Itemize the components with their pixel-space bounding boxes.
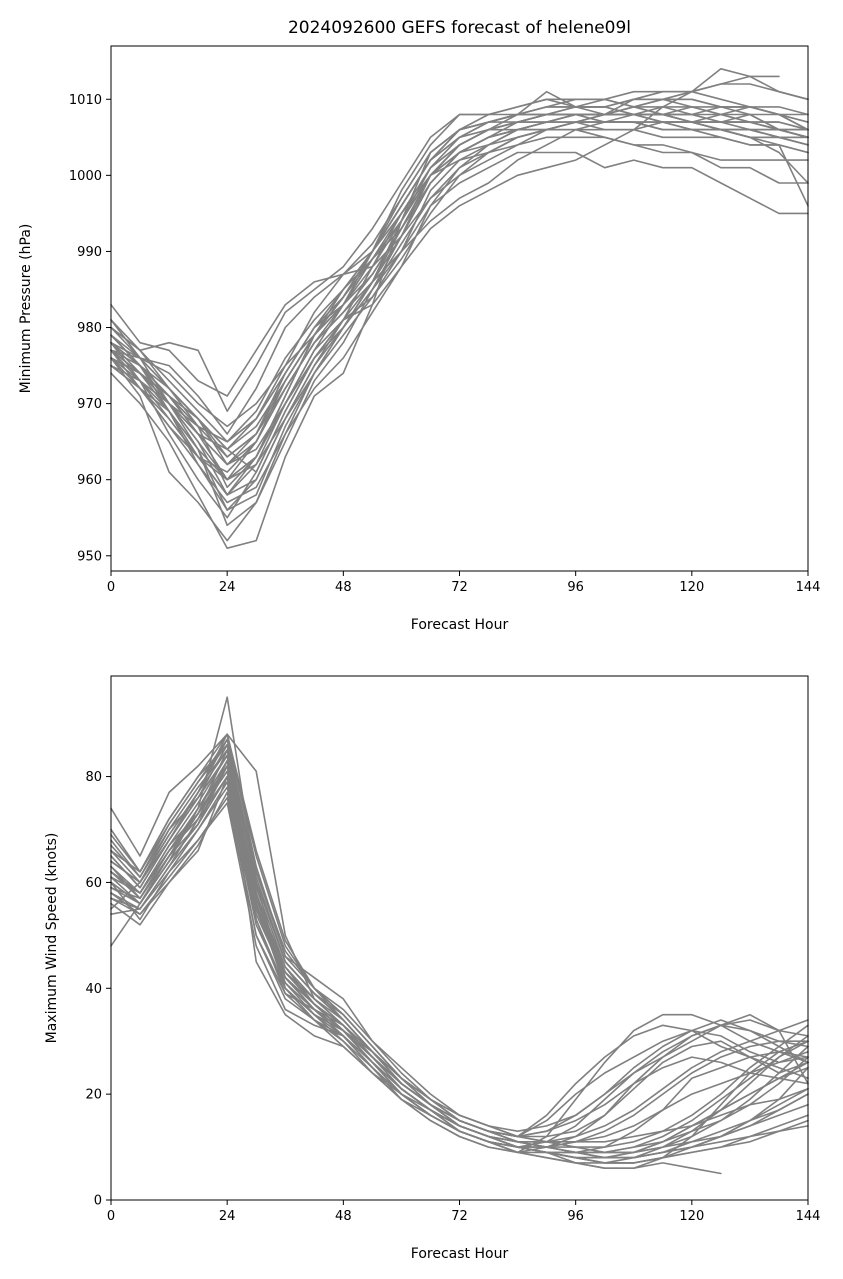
pressure-series-line-31 [110,106,809,451]
pressure-x-tick-label: 144 [796,580,821,595]
pressure-y-tick-label: 960 [77,473,102,488]
wind-series-line-30 [110,759,722,1175]
pressure-y-axis-label: Minimum Pressure (hPa) [18,224,34,394]
wind-series-line-12 [110,759,809,1154]
wind-series-line-28 [110,796,809,1148]
wind-y-axis-label: Maximum Wind Speed (knots) [44,833,60,1044]
wind-x-tick-label: 24 [219,1209,236,1224]
pressure-series-line-6 [110,121,809,542]
pressure-x-tick-label: 72 [451,580,468,595]
wind-series-line-19 [110,749,809,1159]
pressure-y-tick-label: 990 [77,245,102,260]
pressure-series-line-22 [110,113,809,489]
wind-series-line-14 [110,781,809,1164]
pressure-series-line-19 [110,113,809,443]
pressure-series-line-11 [110,151,809,473]
wind-series-line-10 [110,802,809,1148]
wind-x-axis-label: Forecast Hour [411,1246,509,1262]
wind-x-tick-label: 48 [335,1209,352,1224]
pressure-y-tick-label: 1010 [69,93,102,108]
wind-series-line-16 [110,791,809,1159]
wind-y-tick-label: 80 [85,770,102,785]
wind-series-line-27 [110,749,809,1159]
wind-x-tick-label: 72 [451,1209,468,1224]
wind-series-line-24 [110,775,809,1154]
pressure-x-tick-label: 48 [335,580,352,595]
pressure-series-line-25 [110,106,809,496]
pressure-y-tick-label: 970 [77,397,102,412]
wind-y-tick-label: 20 [85,1088,102,1103]
pressure-series-line-16 [110,113,809,428]
wind-series-line-25 [110,733,809,1159]
wind-x-tick-label: 0 [107,1209,115,1224]
pressure-series-line-21 [110,121,809,458]
pressure-series-line-29 [110,75,780,481]
wind-series-line-26 [110,765,809,1154]
pressure-panel: 2024092600 GEFS forecast of helene09l 0 2… [18,18,820,633]
wind-ticks: 0 24 48 72 96 120 144 0 20 40 60 80 [85,770,820,1224]
wind-series-line-7 [110,775,809,1138]
wind-panel: 0 24 48 72 96 120 144 0 20 40 60 80 Forecast Hour M… [44,675,820,1262]
wind-x-tick-label: 96 [567,1209,584,1224]
pressure-series-group [110,68,809,549]
wind-series-line-18 [110,765,809,1138]
pressure-x-axis-label: Forecast Hour [411,617,509,633]
wind-series-line-4 [110,786,809,1148]
pressure-series-line-3 [110,113,809,458]
wind-y-tick-label: 60 [85,876,102,891]
wind-series-line-11 [110,775,809,1159]
pressure-y-tick-label: 950 [77,549,102,564]
pressure-y-tick-label: 980 [77,321,102,336]
pressure-y-tick-label: 1000 [69,169,102,184]
pressure-x-tick-label: 0 [107,580,115,595]
pressure-series-line-26 [110,106,809,443]
wind-series-group [110,696,809,1175]
wind-series-line-20 [110,770,809,1164]
wind-x-tick-label: 120 [679,1209,704,1224]
chart-title: 2024092600 GEFS forecast of helene09l [288,18,631,38]
pressure-x-tick-label: 120 [679,580,704,595]
wind-series-line-31 [110,770,809,1138]
wind-y-tick-label: 0 [94,1194,102,1209]
pressure-x-tick-label: 96 [567,580,584,595]
pressure-x-tick-label: 24 [219,580,236,595]
pressure-ticks: 0 24 48 72 96 120 144 950 960 970 980 990 1000 1010 [69,93,821,595]
wind-x-tick-label: 144 [796,1209,821,1224]
wind-series-line-9 [110,765,809,1154]
pressure-series-line-10 [110,98,809,412]
wind-y-tick-label: 40 [85,982,102,997]
wind-series-line-29 [110,738,809,1148]
pressure-series-line-28 [110,121,809,527]
